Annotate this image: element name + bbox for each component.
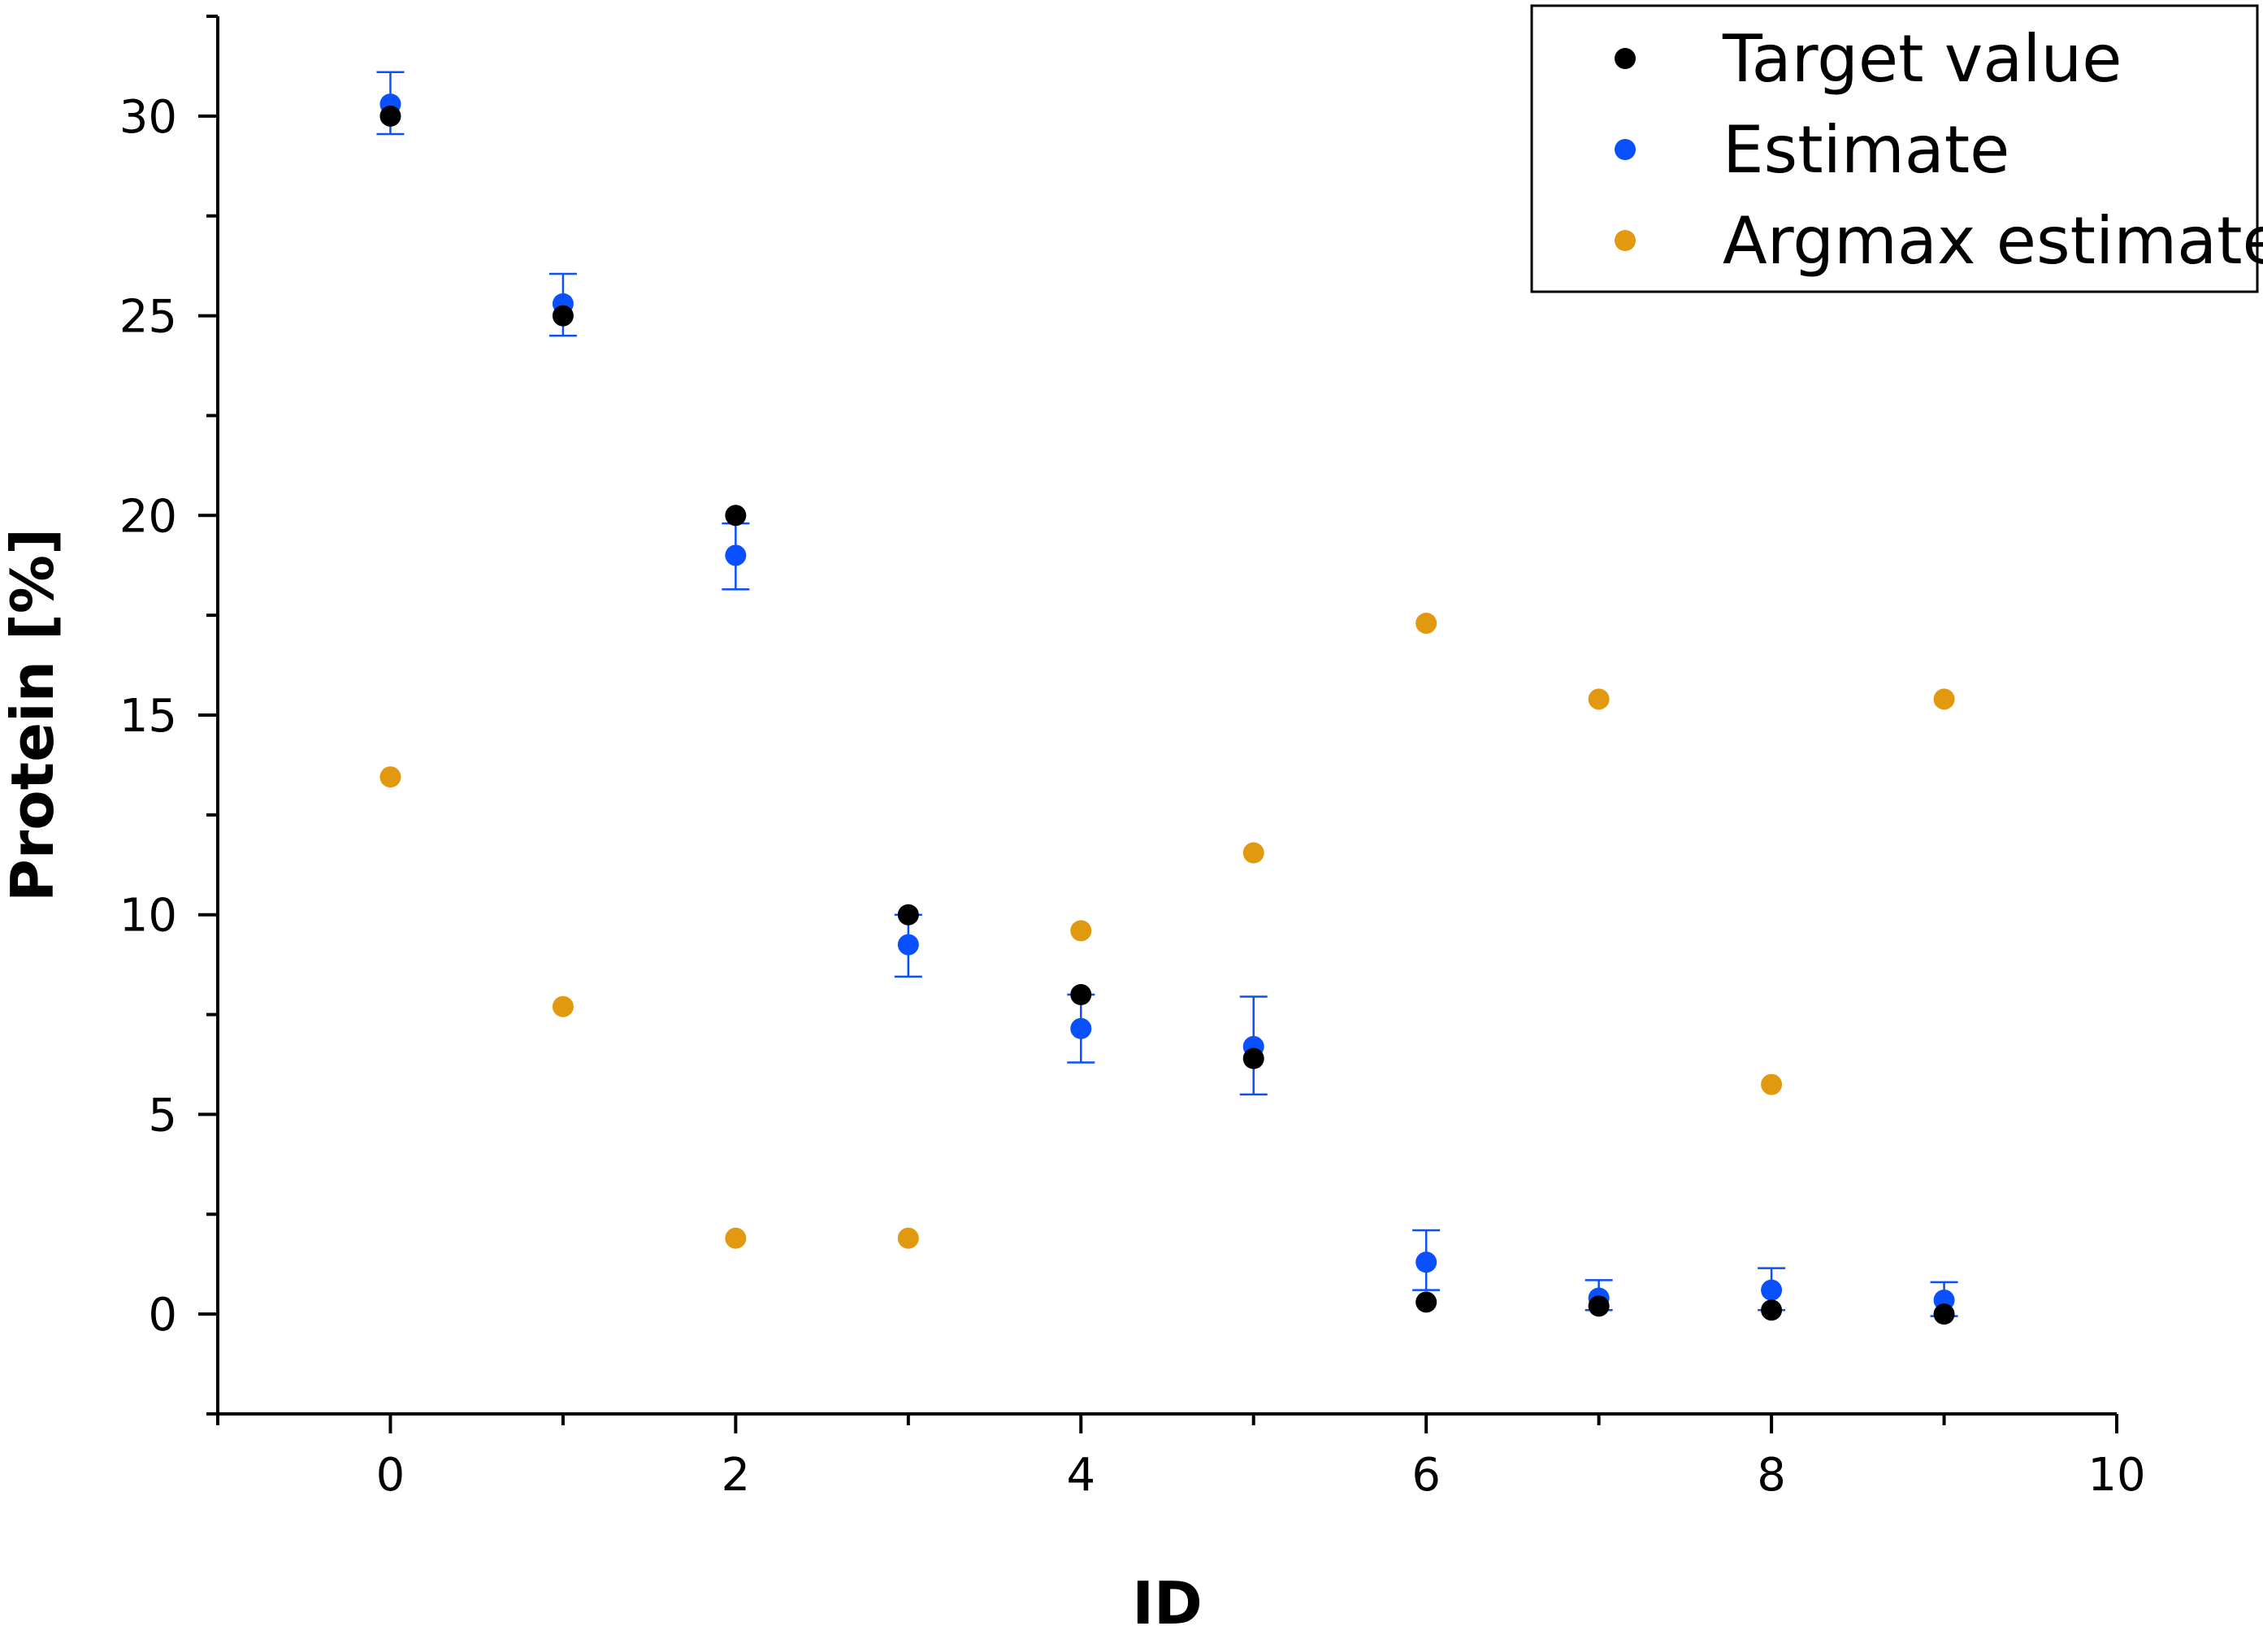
target-value-point [897,904,919,926]
argmax-estimate-point [1415,612,1437,634]
y-tick-label: 15 [119,690,177,743]
legend-marker-argmax-estimate [1615,230,1636,251]
x-axis-title: ID [1132,1569,1203,1637]
argmax-estimate-point [1242,842,1264,864]
target-value-point [1761,1299,1783,1321]
legend: Target value Estimate Argmax estimate [1530,4,2263,293]
y-tick-label: 20 [119,490,177,543]
argmax-estimate-point [1933,688,1955,710]
argmax-estimate-point [725,1227,747,1249]
legend-label-estimate: Estimate [1723,112,2009,188]
estimate-point [1070,1017,1092,1039]
x-tick-label: 10 [2087,1449,2145,1502]
y-tick-label: 0 [148,1289,177,1342]
legend-label-target-value: Target value [1722,21,2122,97]
estimate-point [725,544,747,566]
x-tick-label: 4 [1066,1449,1095,1502]
target-value-point [1242,1047,1264,1069]
x-tick-label: 8 [1757,1449,1786,1502]
estimate-point [1761,1279,1783,1301]
argmax-estimate-point [379,766,401,788]
argmax-estimate-point [552,995,574,1017]
target-value-point [1933,1303,1955,1325]
target-value-point [1415,1291,1437,1313]
target-value-point [379,105,401,127]
x-tick-label: 0 [376,1449,405,1502]
x-tick-label: 6 [1411,1449,1441,1502]
target-value-point [725,505,747,527]
legend-marker-estimate [1615,139,1636,160]
estimate-point [897,934,919,956]
y-tick-label: 10 [119,890,177,943]
y-tick-label: 5 [148,1089,177,1142]
legend-marker-target-value [1615,48,1636,69]
ticks: 0 2 4 6 8 10 0 5 10 15 20 25 30 [119,15,2146,1502]
data-points [379,93,1955,1325]
y-tick-label: 25 [119,291,177,344]
legend-label-argmax-estimate: Argmax estimate [1723,203,2263,279]
y-axis-title: Protein [%] [0,528,67,902]
target-value-point [552,305,574,327]
target-value-point [1588,1295,1610,1317]
y-tick-label: 30 [119,91,177,144]
x-tick-label: 2 [722,1449,751,1502]
argmax-estimate-point [1761,1073,1783,1095]
estimate-point [1415,1251,1437,1273]
argmax-estimate-point [1070,920,1092,942]
argmax-estimate-point [897,1227,919,1249]
argmax-estimate-point [1588,688,1610,710]
legend-box [1530,4,2259,293]
target-value-point [1070,984,1092,1005]
